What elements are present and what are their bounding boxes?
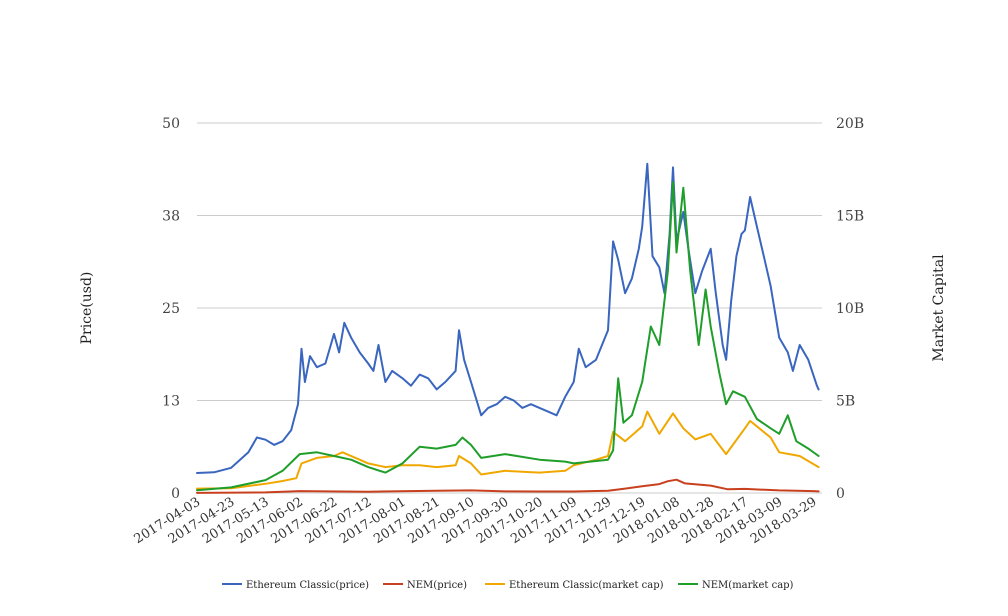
series-line-4: [196, 181, 820, 492]
left-tick-label: 50: [162, 116, 180, 132]
legend-item: Ethereum Classic(market cap): [485, 580, 664, 591]
gridlines: [197, 122, 822, 494]
series-line-3: [196, 410, 820, 490]
legend-label: NEM(market cap): [702, 580, 794, 591]
left-tick-label: 25: [162, 301, 180, 317]
y-axis-left-label: Price(usd): [79, 272, 95, 345]
legend-label: Ethereum Classic(market cap): [509, 580, 664, 591]
right-tick-label: 20B: [836, 116, 864, 132]
left-tick-label: 0: [171, 486, 180, 502]
y-axis-right-label: Market Capital: [931, 254, 947, 362]
legend-item: Ethereum Classic(price): [222, 580, 369, 591]
right-tick-label: 15B: [836, 209, 864, 225]
x-axis-ticks: 2017-04-032017-04-232017-05-132017-06-02…: [132, 495, 820, 547]
legend-item: NEM(price): [383, 580, 467, 591]
legend: Ethereum Classic(price) NEM(price) Ethereu…: [222, 580, 794, 591]
right-tick-label: 10B: [836, 301, 864, 317]
series-line-2: [196, 478, 820, 494]
series-lines: [196, 162, 820, 494]
right-tick-label: 5B: [836, 394, 855, 410]
series-line-1: [196, 162, 820, 474]
legend-label: Ethereum Classic(price): [246, 580, 369, 591]
left-axis-ticks: 0 13 25 38 50: [162, 116, 180, 502]
legend-item: NEM(market cap): [678, 580, 794, 591]
right-tick-label: 0: [836, 486, 845, 502]
right-axis-ticks: 0 5B 10B 15B 20B: [836, 116, 864, 502]
left-tick-label: 38: [162, 209, 180, 225]
legend-label: NEM(price): [407, 580, 467, 591]
left-tick-label: 13: [162, 394, 180, 410]
